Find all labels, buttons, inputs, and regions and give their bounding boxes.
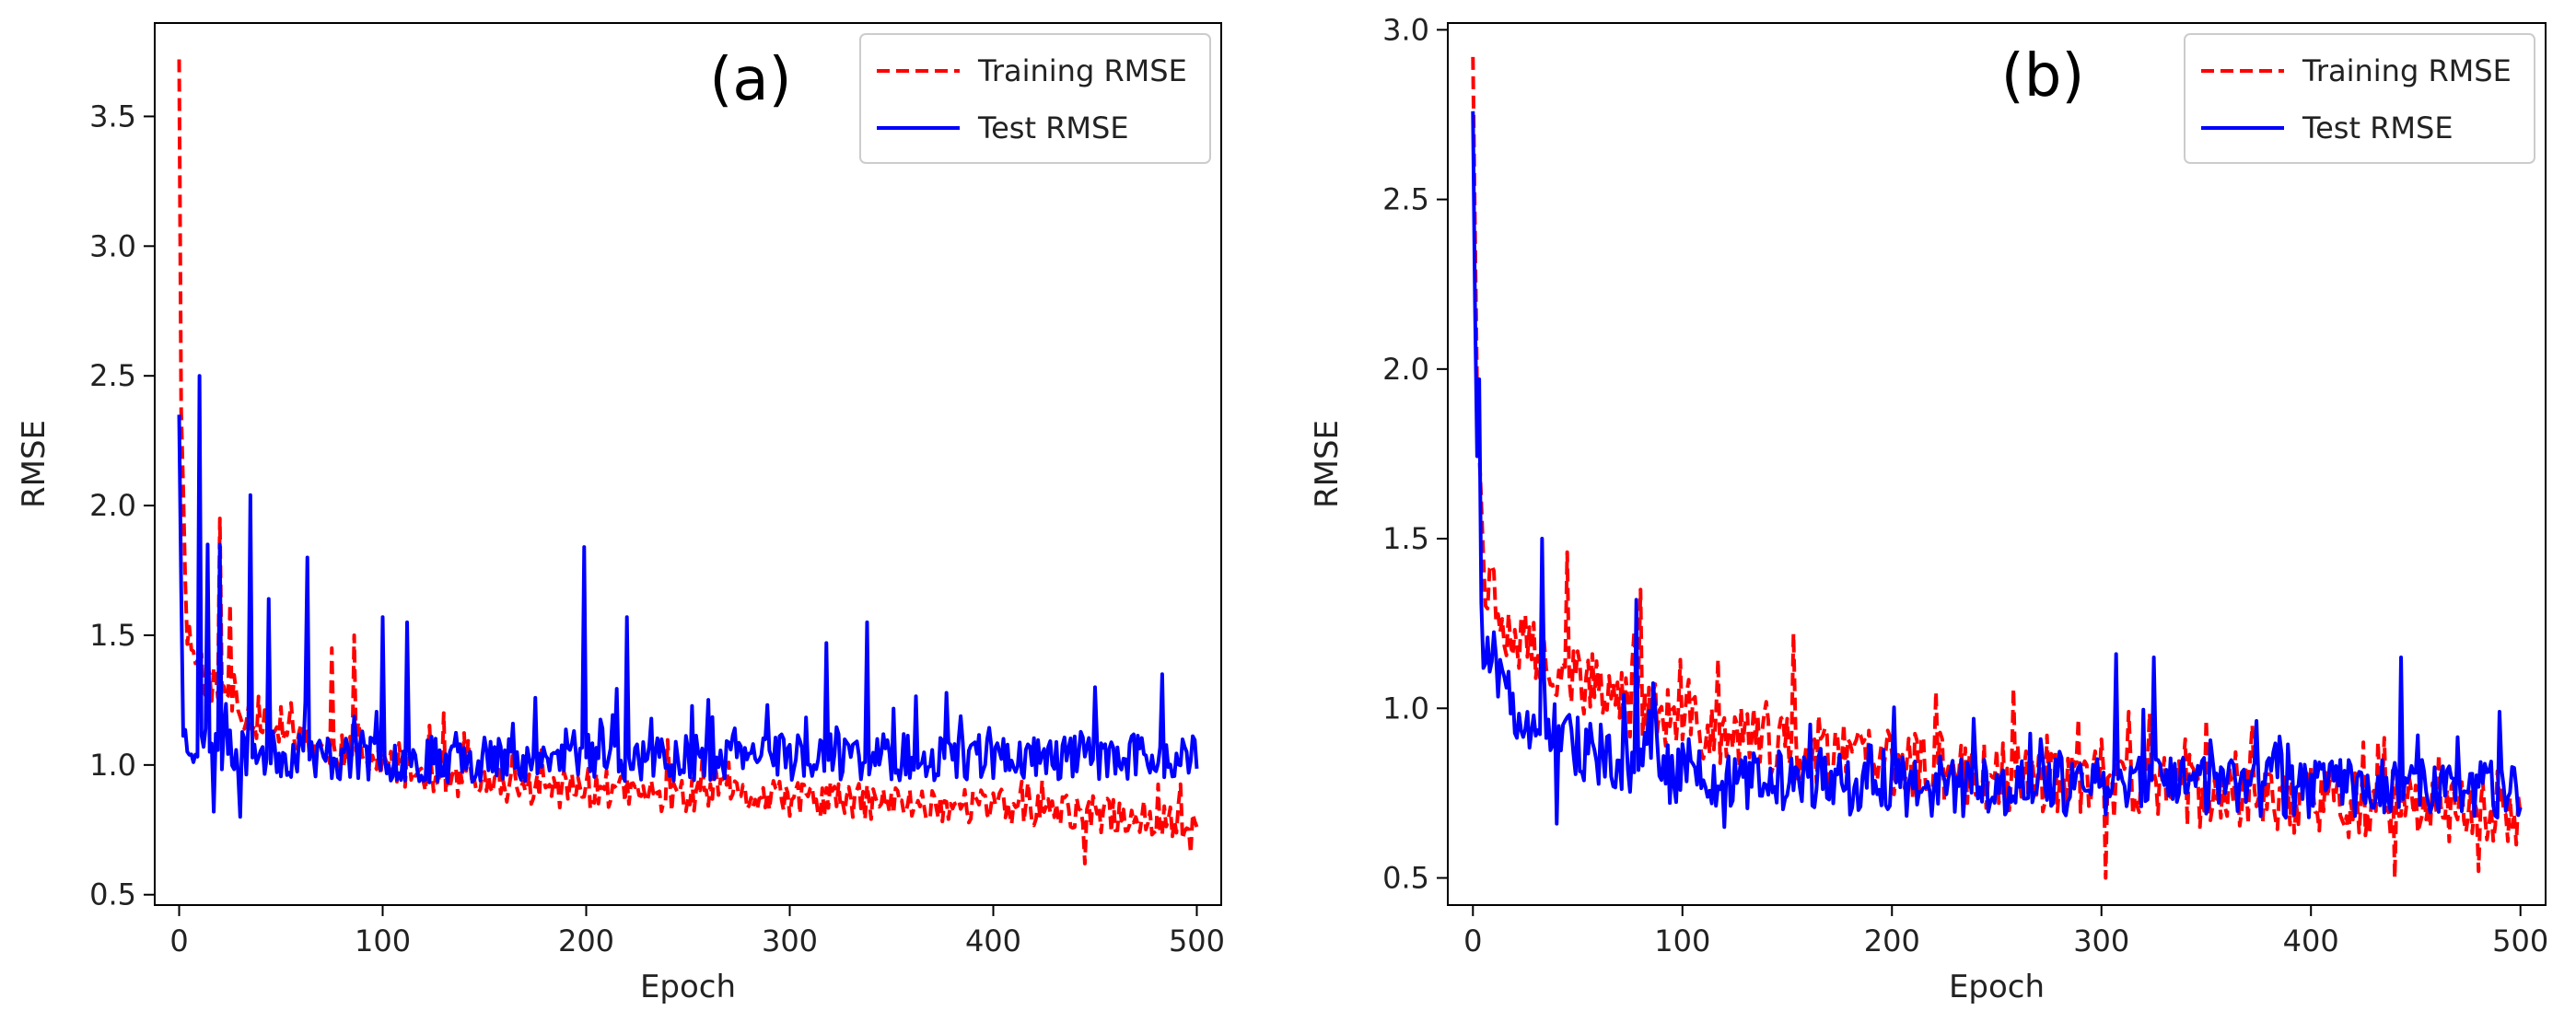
y-tick-label: 1.0 [89,748,136,783]
y-tick-label: 3.0 [89,228,136,263]
y-tick-label: 1.5 [1382,521,1429,556]
x-axis-label: Epoch [1949,969,2045,1005]
y-tick-label: 2.0 [1382,352,1429,387]
panel-label: (a) [709,46,791,114]
x-tick-label: 200 [558,923,614,958]
legend-box [859,33,1211,164]
training-rmse-line [1471,56,2523,880]
x-tick-label: 300 [2073,923,2129,958]
plot-area [1471,56,2523,880]
legend: Training RMSE Test RMSE [2184,33,2535,164]
x-tick-label: 100 [355,923,411,958]
x-axis-label: Epoch [640,969,736,1005]
y-tick-label: 2.5 [89,358,136,393]
x-tick-label: 400 [965,923,1021,958]
y-tick-label: 0.5 [1382,861,1429,896]
chart-panel-a: 0 100 200 300 400 500 0.5 1.0 1.5 2.0 2.5 3.0 3.5 Epo… [16,22,1225,1005]
x-tick-label: 500 [2492,923,2548,958]
y-tick-label: 2.0 [89,488,136,523]
x-tick-label: 300 [762,923,818,958]
y-axis-label: RMSE [16,420,52,508]
y-tick-label: 1.0 [1382,691,1429,726]
y-tick-label: 3.5 [89,99,136,134]
x-tick-label: 100 [1654,923,1710,958]
legend: Training RMSE Test RMSE [859,33,1211,164]
x-tick-label: 200 [1864,923,1920,958]
legend-entry: Test RMSE [977,110,1129,145]
x-tick-label: 0 [169,923,188,958]
y-tick-label: 0.5 [89,877,136,912]
legend-entry: Training RMSE [977,53,1187,88]
legend-box [2184,33,2535,164]
axes-frame [1447,22,2547,906]
test-rmse-line [177,374,1199,819]
x-tick-label: 0 [1463,923,1482,958]
y-tick-label: 1.5 [89,618,136,653]
legend-entry: Test RMSE [2302,110,2454,145]
y-tick-label: 2.5 [1382,182,1429,217]
x-tick-label: 400 [2283,923,2339,958]
y-axis-label: RMSE [1309,420,1346,508]
axes-frame [154,22,1222,906]
chart-panel-b: 0 100 200 300 400 500 0.5 1.0 1.5 2.0 2.5 3.0 Epoch R… [1309,12,2548,1005]
plot-area [177,59,1199,865]
test-rmse-line [1471,110,2523,830]
x-tick-label: 500 [1169,923,1225,958]
y-tick-label: 3.0 [1382,12,1429,47]
panel-label: (b) [2001,42,2085,110]
legend-entry: Training RMSE [2302,53,2512,88]
